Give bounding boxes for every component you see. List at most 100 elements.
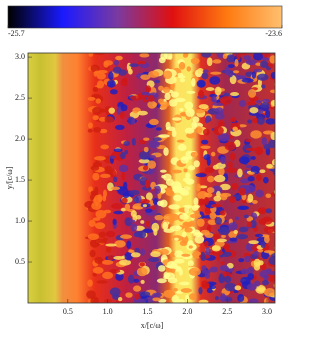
texture-blob: [211, 245, 221, 252]
texture-blob: [217, 133, 230, 142]
texture-blob: [201, 269, 211, 275]
texture-blob: [201, 280, 209, 288]
texture-blob: [212, 59, 222, 64]
texture-blob: [115, 272, 124, 281]
texture-blob: [222, 53, 228, 59]
texture-blob: [211, 151, 216, 157]
texture-blob: [253, 250, 259, 256]
texture-blob: [224, 141, 236, 151]
texture-blob: [92, 86, 99, 92]
texture-blob: [209, 212, 217, 220]
texture-blob: [223, 92, 230, 97]
texture-blob: [224, 282, 237, 292]
texture-blob: [256, 73, 269, 81]
colorbar: -25.7 -23.6: [7, 5, 283, 38]
texture-blob: [95, 209, 107, 219]
texture-blob: [127, 274, 135, 284]
texture-blob: [101, 259, 114, 265]
texture-blob: [205, 247, 211, 256]
texture-blob: [179, 107, 184, 112]
texture-blob: [267, 271, 275, 275]
texture-blob: [203, 154, 211, 161]
texture-blob: [236, 53, 241, 61]
texture-blob: [97, 69, 108, 74]
texture-blob: [193, 160, 200, 168]
texture-blob: [245, 147, 257, 152]
texture-blob: [120, 152, 126, 160]
texture-blob: [129, 63, 139, 68]
texture-blob: [259, 60, 269, 68]
texture-blob: [263, 143, 271, 150]
texture-blob: [145, 208, 153, 213]
texture-blob: [93, 156, 106, 161]
texture-blob: [240, 178, 250, 184]
texture-blob: [151, 222, 160, 232]
texture-blob: [154, 185, 161, 194]
texture-blob: [230, 92, 240, 97]
texture-blob: [138, 158, 150, 164]
texture-blob: [262, 98, 271, 103]
texture-blob: [161, 174, 166, 179]
texture-blob: [232, 126, 239, 132]
texture-blob: [135, 214, 142, 220]
texture-blob: [273, 283, 275, 289]
texture-blob: [185, 294, 190, 302]
texture-blob: [200, 254, 207, 261]
texture-blob: [113, 176, 118, 183]
texture-blob: [224, 297, 233, 302]
texture-blob: [251, 71, 257, 79]
texture-blob: [221, 234, 226, 239]
texture-blob: [215, 107, 224, 113]
texture-blob: [105, 230, 116, 238]
y-tick-label: 1.5: [15, 175, 25, 184]
texture-blob: [229, 152, 236, 161]
y-tick-label: 2.0: [15, 134, 25, 143]
texture-blob: [240, 53, 248, 56]
texture-blob: [134, 298, 147, 303]
texture-blob: [96, 80, 105, 89]
x-tick-label: 0.5: [63, 307, 73, 316]
texture-blob: [167, 131, 173, 136]
texture-blob: [202, 128, 210, 136]
texture-blob: [131, 117, 136, 125]
texture-blob: [224, 243, 231, 253]
texture-blob: [133, 196, 140, 204]
texture-blob: [93, 194, 103, 204]
texture-blob: [129, 219, 136, 223]
texture-blob: [224, 66, 231, 76]
texture-blob: [138, 150, 151, 160]
texture-blob: [247, 193, 254, 203]
texture-blob: [88, 186, 93, 193]
texture-blob: [89, 249, 96, 258]
texture-blob: [245, 59, 257, 66]
texture-blob: [238, 206, 248, 210]
texture-blob: [214, 113, 225, 120]
texture-blob: [237, 168, 243, 178]
texture-blob: [141, 91, 150, 96]
texture-blob: [262, 279, 269, 286]
texture-blob: [145, 179, 150, 189]
texture-blob: [259, 169, 266, 174]
texture-blob: [206, 57, 213, 67]
texture-blob: [131, 137, 136, 146]
texture-blob: [99, 173, 111, 179]
texture-blob: [107, 255, 115, 261]
texture-blob: [214, 86, 222, 96]
texture-blob: [238, 100, 247, 107]
texture-blob: [194, 108, 205, 114]
texture-blob: [264, 235, 270, 244]
texture-blob: [179, 78, 186, 83]
texture-blob: [209, 76, 221, 85]
texture-blob: [213, 195, 222, 202]
texture-blob: [147, 160, 157, 169]
texture-blob: [168, 99, 178, 107]
texture-blob: [196, 183, 201, 192]
texture-blob: [256, 116, 265, 125]
texture-blob: [250, 130, 262, 139]
texture-blob: [178, 281, 190, 286]
texture-blob: [124, 251, 134, 261]
texture-blob: [119, 259, 132, 266]
texture-blob: [179, 240, 188, 247]
texture-blob: [174, 250, 184, 258]
texture-blob: [195, 173, 207, 178]
